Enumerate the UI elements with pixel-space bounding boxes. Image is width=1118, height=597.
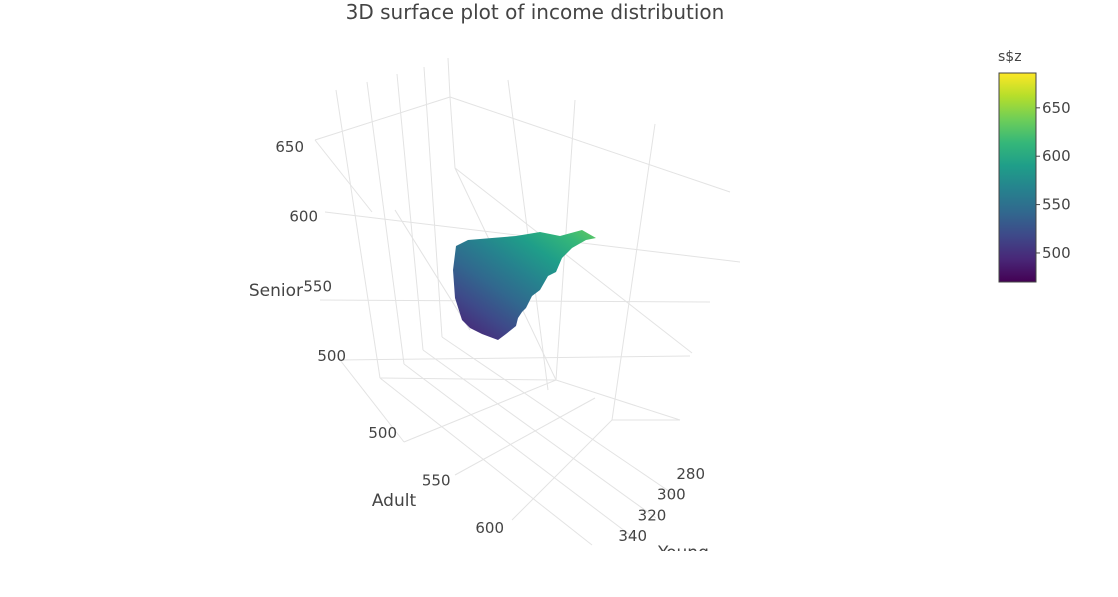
gridline bbox=[314, 96, 451, 141]
colorbar[interactable]: s$z 500 550 600 650 bbox=[998, 49, 1071, 283]
gridline bbox=[423, 66, 443, 338]
y-tick-label: 550 bbox=[422, 472, 451, 490]
x-tick-label: 280 bbox=[676, 465, 705, 483]
gridline bbox=[396, 73, 424, 351]
gridline bbox=[339, 359, 405, 443]
gridline bbox=[339, 355, 691, 361]
x-tick-label: 300 bbox=[657, 486, 686, 504]
gridline bbox=[511, 419, 613, 521]
colorbar-tick-label: 500 bbox=[1042, 244, 1071, 262]
surface-fill bbox=[453, 230, 596, 340]
gridline bbox=[441, 336, 677, 497]
z-axis-label: Senior bbox=[249, 281, 303, 301]
gridline bbox=[379, 377, 557, 381]
gridline bbox=[366, 81, 405, 365]
colorbar-tick-label: 600 bbox=[1042, 147, 1071, 165]
gridline bbox=[403, 379, 557, 443]
gridline bbox=[335, 89, 381, 379]
gridline bbox=[454, 167, 693, 354]
gridline bbox=[449, 96, 731, 193]
y-tick-label: 600 bbox=[475, 519, 504, 537]
colorbar-tick-label: 550 bbox=[1042, 196, 1071, 214]
gridline bbox=[403, 363, 635, 539]
surface[interactable] bbox=[440, 220, 610, 350]
z-tick-label: 650 bbox=[275, 138, 304, 156]
colorbar-tick-label: 650 bbox=[1042, 99, 1071, 117]
x-tick-label: 320 bbox=[638, 506, 667, 524]
x-axis-ticks: 280 300 320 340 bbox=[618, 465, 705, 545]
y-tick-label: 500 bbox=[368, 424, 397, 442]
gridline bbox=[449, 96, 456, 169]
gridline bbox=[314, 139, 373, 213]
gridline bbox=[422, 349, 657, 519]
y-axis-label: Adult bbox=[372, 491, 417, 511]
gridline bbox=[555, 379, 681, 421]
y-axis-ticks: 500 550 600 bbox=[368, 424, 504, 537]
z-tick-label: 550 bbox=[303, 277, 332, 295]
gridline bbox=[447, 57, 451, 98]
colorbar-title: s$z bbox=[998, 49, 1022, 65]
x-tick-label: 340 bbox=[618, 527, 647, 545]
colorbar-ticks: 500 550 600 650 bbox=[1036, 99, 1071, 262]
z-tick-label: 500 bbox=[317, 347, 346, 365]
grid-lines bbox=[314, 57, 741, 546]
scene-bottom-mask bbox=[0, 551, 1118, 593]
colorbar-gradient bbox=[998, 72, 1037, 283]
chart-title: 3D surface plot of income distribution bbox=[346, 0, 725, 24]
gridline bbox=[394, 209, 471, 331]
z-tick-label: 600 bbox=[289, 208, 318, 226]
z-axis-ticks: 500 550 600 650 bbox=[275, 138, 346, 365]
gridline bbox=[611, 123, 656, 421]
gridline bbox=[379, 377, 593, 546]
gridline bbox=[454, 397, 596, 476]
